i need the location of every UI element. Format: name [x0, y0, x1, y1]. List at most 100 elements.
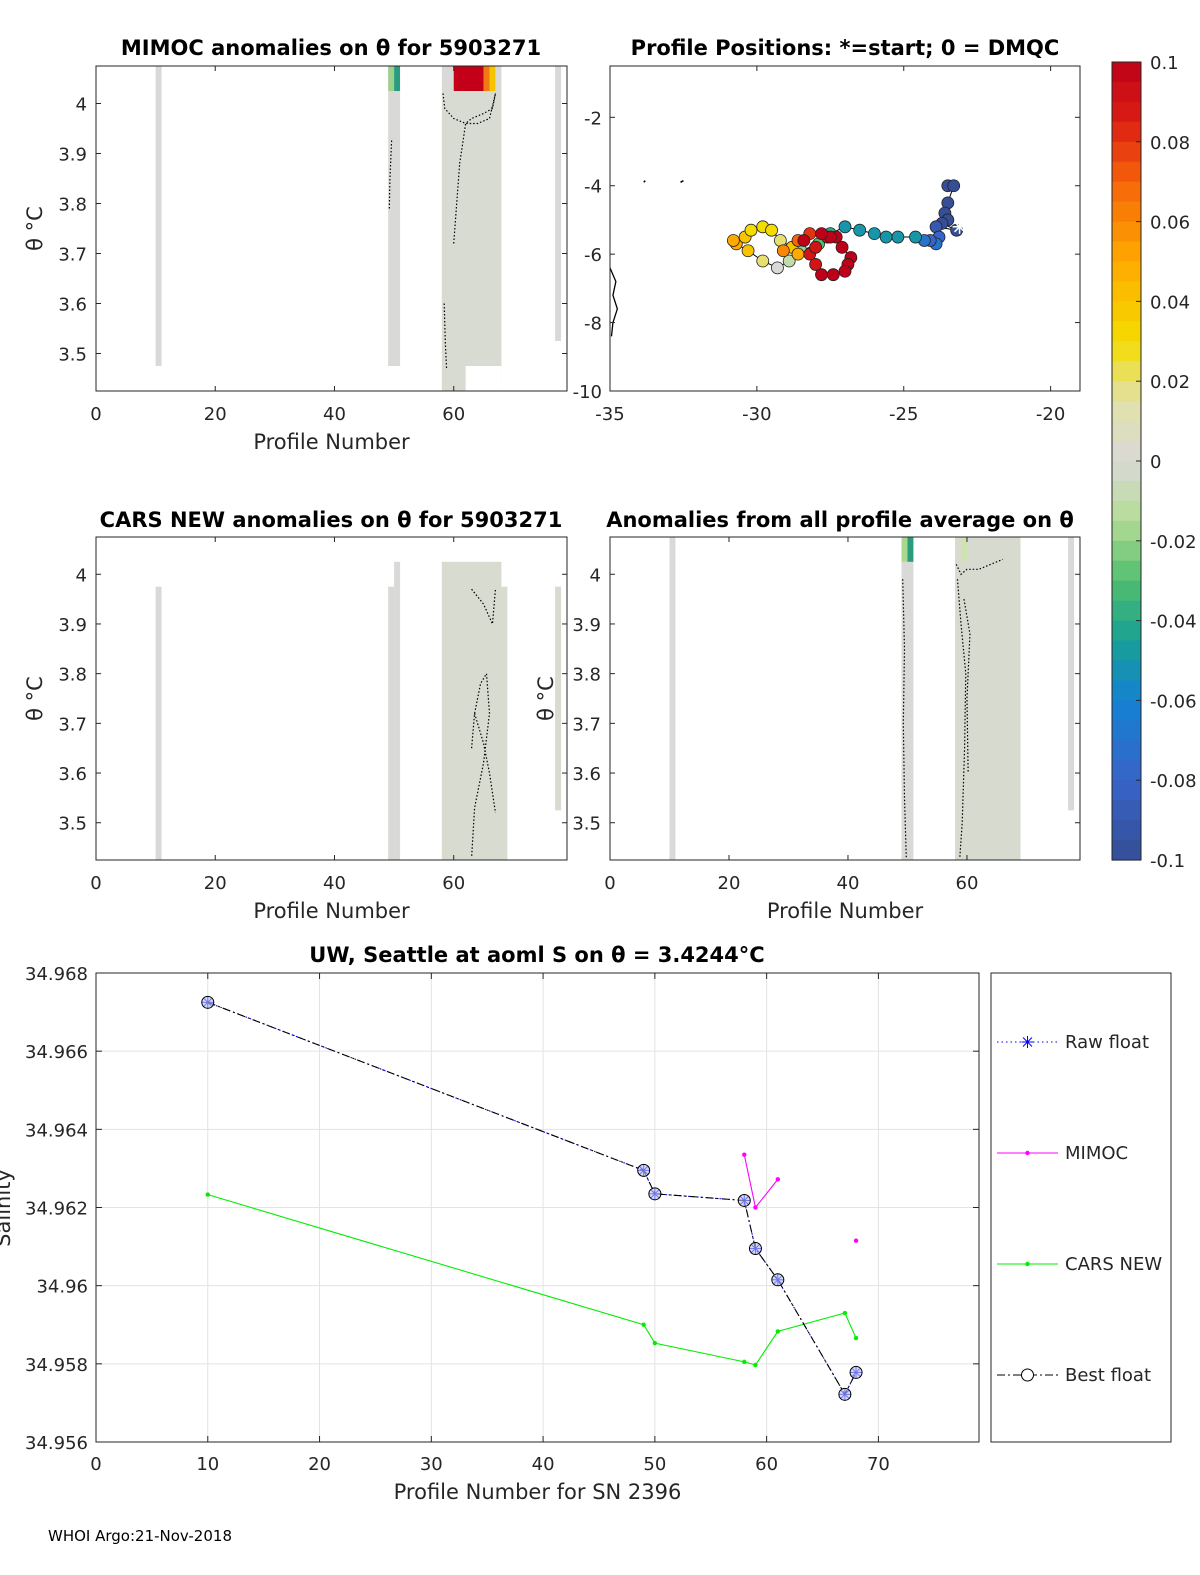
- colorbar-band: [1112, 281, 1141, 302]
- x-tick-label: -35: [595, 404, 624, 425]
- data-column: [901, 561, 914, 860]
- profile-position-point: [797, 234, 811, 247]
- colorbar-band: [1112, 441, 1141, 462]
- y-tick-label: 4: [76, 565, 87, 586]
- y-tick-label: 3.9: [58, 615, 87, 636]
- coastline: [609, 267, 619, 337]
- x-axis-label: Profile Number for SN 2396: [394, 1480, 682, 1504]
- y-tick-label: 34.958: [25, 1355, 88, 1376]
- y-tick-label: 4: [76, 95, 87, 116]
- colorbar-tick-label: 0.1: [1150, 53, 1179, 74]
- colorbar-band: [1112, 101, 1141, 123]
- data-column: [388, 91, 401, 366]
- chart-title: Profile Positions: *=start; 0 = DMQC: [631, 36, 1060, 60]
- colorbar-tick-label: -0.06: [1150, 691, 1197, 712]
- y-tick-label: -6: [584, 245, 602, 266]
- colorbar-band: [1112, 121, 1141, 143]
- series-line: [207, 1001, 857, 1396]
- footer-stamp: WHOI Argo:21-Nov-2018: [48, 1527, 232, 1545]
- colorbar-tick-label: 0.06: [1150, 213, 1190, 234]
- legend-marker: [1022, 1037, 1033, 1047]
- colorbar-band: [1112, 401, 1141, 422]
- data-point: [838, 1387, 852, 1401]
- data-point: [775, 1329, 781, 1334]
- anomaly-cell: [441, 66, 454, 91]
- profile-position-point: [744, 223, 758, 237]
- x-tick-label: -20: [1036, 404, 1065, 425]
- y-tick-label: 3.9: [58, 145, 87, 166]
- data-point: [853, 1335, 859, 1341]
- chart-title: Anomalies from all profile average on θ: [606, 508, 1074, 532]
- colorbar-band: [1112, 540, 1141, 562]
- colorbar-band: [1112, 820, 1141, 841]
- profile-position-point: [809, 258, 823, 271]
- colorbar-band: [1112, 341, 1141, 362]
- y-tick-label: -10: [573, 382, 602, 403]
- profile-position-point: [809, 240, 823, 254]
- y-tick-label: 34.956: [25, 1433, 88, 1454]
- anomaly-cell: [453, 66, 484, 91]
- data-point: [652, 1340, 658, 1346]
- x-tick-label: 50: [643, 1454, 666, 1475]
- axes-box: [95, 65, 568, 392]
- data-point: [771, 1273, 785, 1287]
- y-tick-label: 3.9: [572, 615, 601, 636]
- colorbar-band: [1112, 680, 1141, 701]
- profile-position-point: [838, 220, 852, 234]
- x-tick-label: 60: [442, 404, 465, 425]
- colorbar-band: [1112, 840, 1141, 861]
- y-tick-label: -8: [584, 314, 602, 335]
- data-point: [641, 1322, 646, 1327]
- data-point: [748, 1242, 762, 1256]
- x-tick-label: 0: [90, 404, 101, 425]
- x-tick-label: 40: [323, 873, 346, 894]
- y-tick-label: 3.5: [572, 814, 601, 835]
- y-tick-label: 3.8: [58, 195, 87, 216]
- legend-marker: [1025, 1150, 1030, 1156]
- x-tick-label: 20: [308, 1454, 331, 1475]
- cars-panel: 0 20 40 60 3.5 3.6 3.7 3.8 3.9 4 CARS NEW anomalie…: [23, 508, 568, 923]
- profile-position-point: [815, 227, 828, 241]
- legend-label: CARS NEW: [1065, 1254, 1162, 1275]
- legend-label: Best float: [1065, 1365, 1151, 1386]
- colorbar-tick-label: -0.08: [1150, 771, 1197, 792]
- profile-position-point: [741, 244, 755, 258]
- anomaly-cell: [495, 66, 502, 91]
- colorbar-band: [1112, 740, 1141, 761]
- colorbar-tick-label: 0.02: [1150, 372, 1190, 393]
- x-tick-label: 60: [956, 873, 979, 894]
- contour-line: [459, 93, 497, 164]
- colorbar-band: [1112, 600, 1141, 622]
- anomaly-cell: [388, 66, 395, 91]
- y-tick-label: -2: [584, 108, 602, 129]
- data-point: [753, 1362, 758, 1368]
- colorbar-band: [1112, 520, 1141, 542]
- x-tick-label: 70: [867, 1454, 890, 1475]
- y-axis-label: θ °C: [23, 206, 47, 251]
- colorbar-band: [1112, 780, 1141, 801]
- legend-label: MIMOC: [1065, 1143, 1128, 1164]
- data-column: [555, 66, 562, 341]
- data-point: [842, 1310, 848, 1316]
- contour-line: [955, 558, 1003, 576]
- profile-position-point: [891, 230, 905, 244]
- profile-position-point: [879, 230, 893, 244]
- y-tick-label: 3.6: [58, 764, 87, 785]
- profile-position-point: [867, 227, 881, 241]
- colorbar-band: [1112, 181, 1141, 203]
- x-tick-label: 0: [90, 873, 101, 894]
- x-tick-label: 20: [204, 404, 227, 425]
- contour-line: [956, 579, 967, 858]
- y-tick-label: 3.8: [58, 665, 87, 686]
- anomaly-cell: [483, 66, 490, 91]
- colorbar-band: [1112, 301, 1141, 322]
- data-column: [1068, 537, 1075, 811]
- colorbar-band: [1112, 760, 1141, 781]
- y-tick-label: 34.96: [36, 1277, 88, 1298]
- x-tick-label: 40: [532, 1454, 555, 1475]
- profile-position-point: [826, 268, 840, 282]
- contour-line: [471, 671, 491, 858]
- profile-position-point: [853, 223, 867, 237]
- data-point: [775, 1177, 781, 1182]
- y-axis-label: θ °C: [23, 676, 47, 721]
